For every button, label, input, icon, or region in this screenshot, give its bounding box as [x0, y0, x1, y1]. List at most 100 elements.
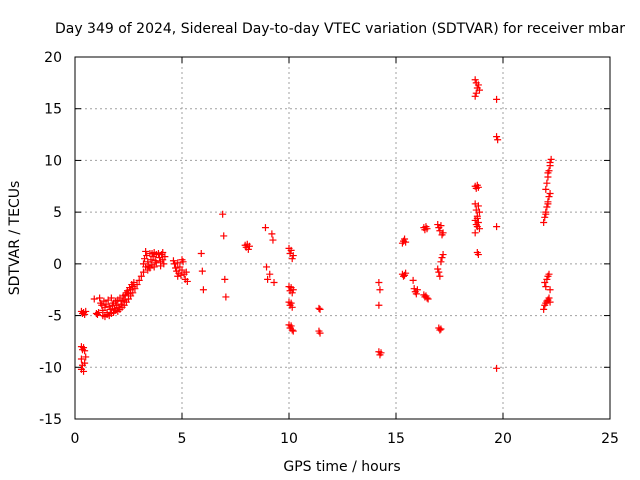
data-point: [269, 236, 277, 244]
data-point: [436, 272, 444, 280]
x-axis-label: GPS time / hours: [283, 459, 400, 475]
data-point: [261, 224, 269, 232]
data-point: [221, 275, 229, 283]
data-point: [81, 347, 89, 355]
data-point: [146, 264, 154, 272]
data-point: [77, 365, 85, 373]
data-point: [546, 158, 554, 166]
data-point: [541, 213, 549, 221]
data-point: [545, 270, 553, 278]
data-point: [171, 260, 179, 268]
data-point: [161, 253, 169, 261]
data-point: [316, 329, 324, 337]
data-point: [288, 255, 296, 263]
data-point: [288, 326, 296, 334]
data-point: [413, 286, 421, 294]
data-point: [150, 263, 158, 271]
data-point: [546, 190, 554, 198]
data-point: [474, 81, 482, 89]
data-point: [131, 285, 139, 293]
data-point: [375, 278, 383, 286]
data-point: [270, 278, 278, 286]
data-point: [288, 289, 296, 297]
data-point: [493, 95, 501, 103]
data-point: [436, 326, 444, 334]
x-tick-label: 0: [71, 431, 80, 447]
data-point: [174, 272, 182, 280]
y-tick-label: 15: [44, 102, 62, 118]
data-point: [547, 155, 555, 163]
data-point: [154, 250, 162, 258]
data-point: [544, 200, 552, 208]
data-point: [438, 254, 446, 262]
data-point: [377, 349, 385, 357]
data-point: [540, 305, 548, 313]
y-tick-labels: -15 -10 -5 0 5 10 15 20: [39, 50, 62, 428]
data-point: [471, 92, 479, 100]
data-point: [494, 136, 502, 144]
data-point: [244, 245, 252, 253]
data-point: [439, 251, 447, 259]
data-point: [435, 268, 443, 276]
data-point: [437, 325, 445, 333]
data-point: [423, 294, 431, 302]
data-point: [287, 322, 295, 330]
y-tick-label: -15: [39, 412, 62, 428]
data-point: [474, 251, 482, 259]
data-point: [540, 218, 548, 226]
data-point: [546, 298, 554, 306]
data-point: [471, 216, 479, 224]
data-point: [287, 299, 295, 307]
data-point: [197, 250, 205, 258]
data-point: [268, 230, 276, 238]
y-tick-label: -5: [48, 309, 62, 325]
data-point: [410, 285, 418, 293]
data-point: [182, 268, 190, 276]
data-point: [542, 210, 550, 218]
data-point: [82, 353, 90, 361]
y-tick-label: 10: [44, 153, 62, 169]
data-point: [77, 355, 85, 363]
chart-title: Day 349 of 2024, Sidereal Day-to-day VTE…: [55, 21, 625, 37]
data-point: [493, 223, 501, 231]
y-tick-label: 0: [53, 257, 62, 273]
data-point: [315, 304, 323, 312]
data-point: [472, 89, 480, 97]
data-point: [543, 275, 551, 283]
data-point: [289, 252, 297, 260]
data-point: [375, 301, 383, 309]
x-tick-label: 15: [387, 431, 405, 447]
data-point: [129, 289, 137, 297]
y-tick-label: -10: [39, 360, 62, 376]
data-point: [142, 247, 150, 255]
data-point: [409, 276, 417, 284]
data-point: [437, 222, 445, 230]
data-point: [376, 286, 384, 294]
data-point: [245, 242, 253, 250]
data-point: [401, 235, 409, 243]
data-point: [474, 202, 482, 210]
x-tick-label: 10: [280, 431, 298, 447]
data-point: [135, 276, 143, 284]
data-point: [493, 133, 501, 141]
data-point: [545, 193, 553, 201]
data-point: [434, 265, 442, 273]
data-point: [434, 221, 442, 229]
y-tick-label: 5: [53, 205, 62, 221]
y-axis-label: SDTVAR / TECUs: [7, 181, 23, 296]
data-point: [543, 179, 551, 187]
data-point: [423, 225, 431, 233]
data-point: [263, 263, 271, 271]
data-point: [178, 256, 186, 264]
data-point: [545, 294, 553, 302]
data-point: [437, 258, 445, 266]
axis-ticks: [74, 56, 611, 420]
data-point: [199, 286, 207, 294]
data-point: [219, 210, 227, 218]
x-tick-label: 20: [494, 431, 512, 447]
data-point: [178, 266, 186, 274]
data-point: [473, 223, 481, 231]
data-point: [542, 185, 550, 193]
data-point: [169, 257, 177, 265]
data-point: [80, 344, 88, 352]
